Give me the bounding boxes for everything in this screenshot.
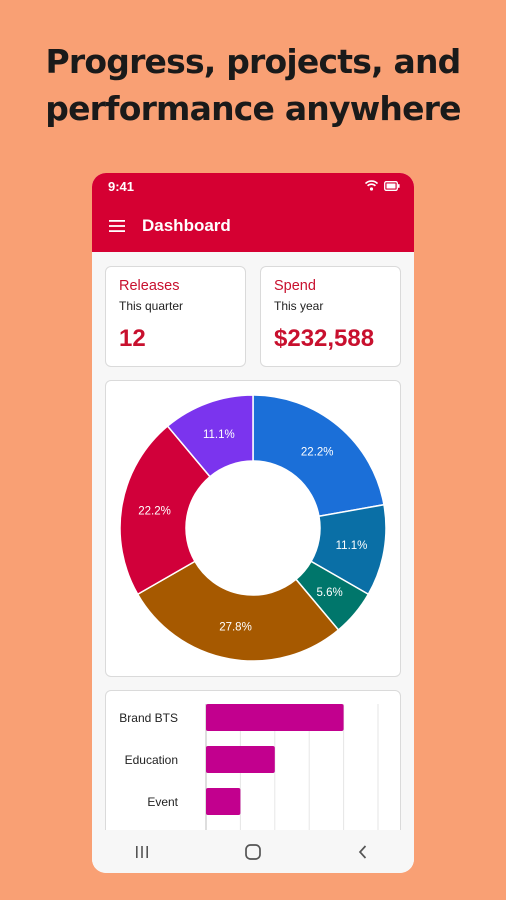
bar-category-label: Event bbox=[147, 795, 178, 809]
dashboard-content: Releases This quarter 12 Spend This year… bbox=[92, 252, 414, 830]
page-title: Dashboard bbox=[142, 216, 231, 235]
donut-slice[interactable] bbox=[136, 560, 340, 662]
hamburger-menu-icon[interactable] bbox=[106, 214, 130, 238]
bar-category-label: Brand BTS bbox=[119, 711, 178, 725]
donut-slice[interactable] bbox=[252, 394, 385, 518]
stat-card-spend[interactable]: Spend This year $232,588 bbox=[260, 266, 401, 367]
donut-slice-label: 27.8% bbox=[219, 621, 252, 633]
status-icons bbox=[365, 180, 400, 191]
stat-title: Releases bbox=[119, 278, 180, 294]
donut-slice-label: 11.1% bbox=[203, 429, 235, 441]
phone-screen: 9:41 Dashboard bbox=[92, 173, 414, 873]
bar[interactable] bbox=[206, 788, 241, 815]
wifi-icon bbox=[365, 180, 378, 191]
stat-title: Spend bbox=[274, 278, 316, 294]
headline: Progress, projects, and performance anyw… bbox=[0, 38, 506, 132]
donut-slice-label: 22.2% bbox=[301, 446, 334, 458]
donut-slice[interactable] bbox=[119, 424, 212, 596]
stat-card-releases[interactable]: Releases This quarter 12 bbox=[105, 266, 246, 367]
donut-chart: 22.2% 11.1% 5.6% 27.8% 22.2% 11.1% bbox=[119, 394, 387, 662]
stat-value: 12 bbox=[119, 325, 146, 352]
donut-slice-label: 22.2% bbox=[138, 505, 171, 517]
bar[interactable] bbox=[206, 704, 344, 731]
status-time: 9:41 bbox=[108, 179, 135, 194]
donut-slice[interactable] bbox=[166, 394, 254, 478]
donut-slice-label: 11.1% bbox=[336, 540, 368, 552]
stat-subtitle: This year bbox=[274, 299, 324, 313]
bar-chart-card: Brand BTS Education Event bbox=[105, 690, 401, 830]
bar[interactable] bbox=[206, 746, 275, 773]
status-bar: 9:41 bbox=[92, 173, 414, 201]
headline-line-1: Progress, projects, and bbox=[45, 42, 462, 81]
system-navigation-bar bbox=[92, 830, 414, 873]
battery-icon bbox=[384, 180, 400, 191]
back-icon[interactable] bbox=[351, 840, 375, 864]
stat-value: $232,588 bbox=[274, 325, 375, 352]
toolbar: Dashboard bbox=[92, 201, 414, 252]
donut-slice-label: 5.6% bbox=[317, 587, 343, 599]
stat-subtitle: This quarter bbox=[119, 299, 184, 313]
home-icon[interactable] bbox=[241, 840, 265, 864]
app-bar: 9:41 Dashboard bbox=[92, 173, 414, 252]
bar-chart bbox=[205, 704, 379, 830]
bar-category-label: Education bbox=[124, 753, 178, 767]
headline-line-2: performance anywhere bbox=[45, 89, 461, 128]
donut-chart-card: 22.2% 11.1% 5.6% 27.8% 22.2% 11.1% bbox=[105, 380, 401, 677]
recent-apps-icon[interactable] bbox=[130, 840, 154, 864]
